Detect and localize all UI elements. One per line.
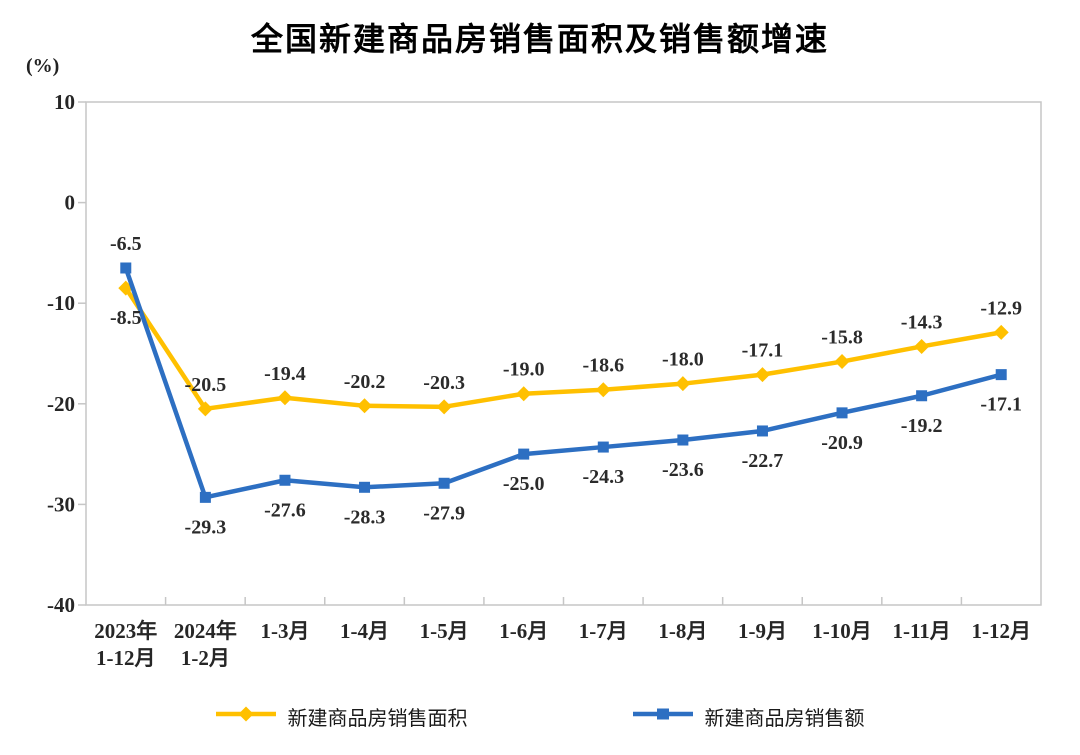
data-label: -19.4: [264, 363, 306, 385]
data-label: -14.3: [901, 311, 943, 333]
legend-item-sales-amount: 新建商品房销售额: [632, 702, 865, 731]
square-marker: [916, 390, 928, 402]
x-tick-label: 1-7月: [579, 619, 628, 643]
chart-title: 全国新建商品房销售面积及销售额增速: [250, 21, 829, 57]
x-tick-label: 1-6月: [499, 619, 548, 643]
square-marker: [677, 434, 689, 446]
data-label: -18.6: [582, 355, 624, 377]
data-label: -6.5: [110, 233, 142, 255]
x-tick-label: 2024年 1-2月: [174, 619, 237, 670]
data-label: -25.0: [503, 473, 545, 495]
line-chart-plot: 10 0 -10 -20 -30 -40 2023年 1-12月 2024年 1-2月 1-3月 1-…: [47, 90, 1042, 670]
x-tick-label: 1-3月: [260, 619, 309, 643]
diamond-marker: [914, 338, 930, 354]
data-label: -8.5: [110, 307, 142, 329]
data-label: -12.9: [980, 297, 1022, 319]
data-label: -20.9: [821, 432, 863, 454]
diamond-marker: [993, 324, 1009, 340]
legend-item-sales-area: 新建商品房销售面积: [215, 702, 468, 731]
y-tick-label: -30: [47, 492, 75, 516]
diamond-marker: [595, 382, 611, 398]
diamond-marker: [436, 399, 452, 415]
y-axis-unit-label: (%): [26, 55, 60, 77]
data-label: -20.3: [423, 372, 465, 394]
data-label: -23.6: [662, 459, 704, 481]
diamond-marker: [118, 280, 134, 296]
x-tick-label: 1-10月: [812, 619, 872, 643]
diamond-marker: [675, 376, 691, 392]
y-tick-label: 10: [54, 90, 75, 114]
square-marker: [518, 448, 530, 460]
legend-label-sales-area: 新建商品房销售面积: [287, 708, 468, 730]
x-tick-label: 1-8月: [658, 619, 707, 643]
data-label: -19.2: [901, 415, 943, 437]
data-label: -17.1: [742, 340, 784, 362]
square-marker: [597, 441, 609, 453]
data-label: -24.3: [582, 466, 624, 488]
plot-border: [85, 101, 1042, 606]
data-label: -15.8: [821, 327, 863, 349]
y-tick-label: -20: [47, 392, 75, 416]
square-marker: [359, 481, 371, 493]
data-label: -20.2: [344, 371, 386, 393]
diamond-marker: [754, 367, 770, 383]
legend-label-sales-amount: 新建商品房销售额: [704, 708, 865, 730]
diamond-marker: [357, 398, 373, 414]
x-tick-label: 1-11月: [892, 619, 950, 643]
data-label: -27.6: [264, 499, 306, 521]
legend-square-marker-icon: [632, 705, 693, 728]
data-label: -29.3: [185, 516, 227, 538]
square-marker: [995, 369, 1007, 381]
data-label: -19.0: [503, 359, 545, 381]
y-tick-label: 0: [65, 191, 76, 215]
x-tick-label: 1-9月: [738, 619, 787, 643]
square-marker: [756, 425, 768, 437]
diamond-marker: [277, 390, 293, 406]
data-label: -28.3: [344, 506, 386, 528]
data-label: -18.0: [662, 349, 704, 371]
square-marker: [438, 477, 450, 489]
square-marker: [279, 474, 291, 486]
diamond-marker: [516, 386, 532, 402]
y-tick-label: -10: [47, 291, 75, 315]
square-marker: [836, 407, 848, 419]
y-tick-label: -40: [47, 593, 75, 617]
x-tick-label: 1-12月: [971, 619, 1031, 643]
x-tick-label: 2023年 1-12月: [94, 619, 157, 670]
series-line-1: [123, 265, 1004, 500]
data-label: -20.5: [185, 374, 227, 396]
data-label: -17.1: [980, 394, 1022, 416]
x-tick-label: 1-5月: [420, 619, 469, 643]
diamond-marker: [834, 354, 850, 370]
data-label: -22.7: [742, 450, 784, 472]
diamond-marker: [197, 401, 213, 417]
square-marker: [199, 491, 211, 503]
legend-diamond-marker-icon: [215, 705, 276, 728]
data-label: -27.9: [423, 502, 465, 524]
x-tick-label: 1-4月: [340, 619, 389, 643]
chart-legend: 新建商品房销售面积 新建商品房销售额: [0, 702, 1080, 731]
series-line-0: [123, 285, 1004, 412]
square-marker: [120, 262, 132, 274]
